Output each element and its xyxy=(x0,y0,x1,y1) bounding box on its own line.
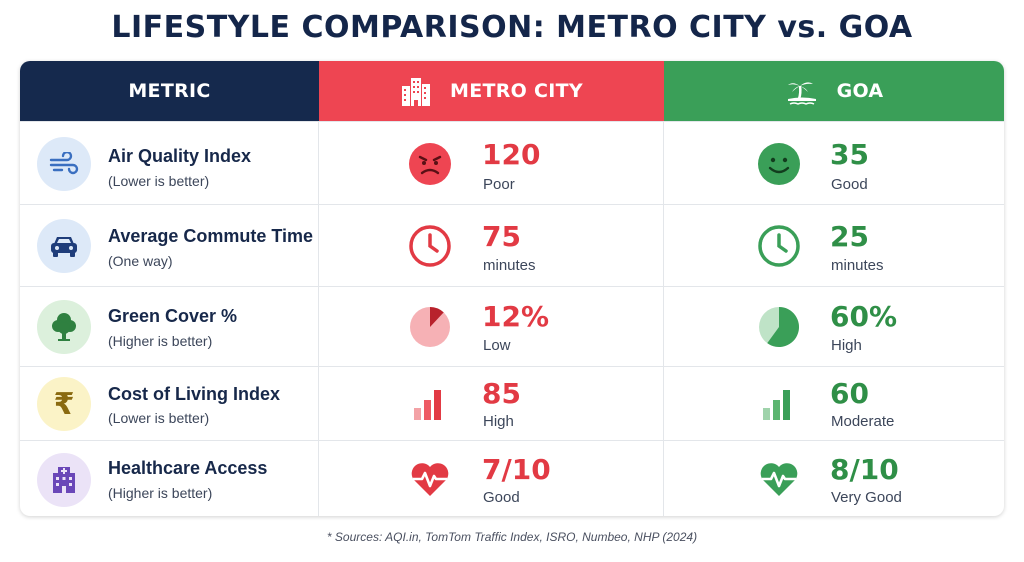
metro-value-cell: 7/10 Good xyxy=(319,441,664,516)
pie-icon xyxy=(756,304,802,350)
metro-label: Low xyxy=(483,337,511,354)
sources-note: * Sources: AQI.in, TomTom Traffic Index,… xyxy=(326,530,698,544)
metro-value-cell: 75 minutes xyxy=(319,205,664,286)
clock-icon xyxy=(756,223,802,269)
metro-label: Poor xyxy=(483,176,515,193)
goa-value-cell: 35 Good xyxy=(664,122,1004,204)
goa-label: Good xyxy=(831,176,868,193)
bar-chart-icon xyxy=(756,381,802,427)
metric-note: (Higher is better) xyxy=(108,333,213,349)
metro-value: 85 xyxy=(482,377,521,410)
metric-note: (Lower is better) xyxy=(108,173,210,189)
metric-name: Green Cover % xyxy=(108,306,238,326)
bar-chart-icon xyxy=(407,381,453,427)
header-goa-label: GOA xyxy=(836,80,884,102)
tree-icon xyxy=(37,300,91,354)
comparison-table: METRIC METRO CITY xyxy=(20,61,1004,516)
goa-label: High xyxy=(831,337,862,354)
buildings-icon xyxy=(402,78,430,106)
page-title: LIFESTYLE COMPARISON: METRO CITY vs. GOA xyxy=(111,10,913,45)
header-metric: METRIC xyxy=(20,61,319,121)
hospital-icon xyxy=(37,453,91,507)
pie-slice xyxy=(767,307,799,347)
metro-value: 75 xyxy=(482,220,521,253)
goa-label: Very Good xyxy=(831,489,902,506)
metro-label: High xyxy=(483,413,514,430)
smiley-face-icon xyxy=(756,141,802,187)
metro-label: minutes xyxy=(483,257,536,274)
rupee-icon: ₹ xyxy=(37,377,91,431)
metric-name: Average Commute Time xyxy=(108,226,314,246)
angry-face-icon xyxy=(407,141,453,187)
goa-value: 60% xyxy=(830,300,898,333)
metric-note: (Lower is better) xyxy=(108,410,210,426)
header-metric-label: METRIC xyxy=(128,80,211,102)
goa-value-cell: 8/10 Very Good xyxy=(664,441,1004,516)
metro-value-cell: 120 Poor xyxy=(319,122,664,204)
goa-value-cell: 60 Moderate xyxy=(664,367,1004,440)
metric-cell: Green Cover % (Higher is better) xyxy=(20,287,319,366)
goa-label: minutes xyxy=(831,257,884,274)
wind-icon xyxy=(37,137,91,191)
metro-value-cell: 12% Low xyxy=(319,287,664,366)
table-header: METRIC METRO CITY xyxy=(20,61,1004,121)
clock-icon xyxy=(407,223,453,269)
metric-name: Air Quality Index xyxy=(108,146,252,166)
metro-value-cell: 85 High xyxy=(319,367,664,440)
metric-cell: Average Commute Time (One way) xyxy=(20,205,319,286)
metro-value: 120 xyxy=(482,138,541,171)
goa-value: 60 xyxy=(830,377,869,410)
car-icon xyxy=(37,219,91,273)
table-row: Average Commute Time (One way) 75 minute… xyxy=(20,204,1004,286)
pie-slice xyxy=(430,307,444,327)
metric-note: (One way) xyxy=(108,253,173,269)
goa-label: Moderate xyxy=(831,413,895,430)
goa-value: 25 xyxy=(830,220,869,253)
metric-name: Cost of Living Index xyxy=(108,384,281,404)
header-goa: GOA xyxy=(664,61,1004,121)
header-metro-city: METRO CITY xyxy=(319,61,664,121)
goa-value-cell: 60% High xyxy=(664,287,1004,366)
metric-cell: Air Quality Index (Lower is better) xyxy=(20,122,319,204)
table-row: ₹ Cost of Living Index (Lower is better)… xyxy=(20,366,1004,440)
pie-icon xyxy=(407,304,453,350)
heartbeat-icon xyxy=(407,456,453,502)
goa-value-cell: 25 minutes xyxy=(664,205,1004,286)
metric-note: (Higher is better) xyxy=(108,485,213,501)
metric-cell: Healthcare Access (Higher is better) xyxy=(20,441,319,516)
metric-name: Healthcare Access xyxy=(108,458,268,478)
palm-beach-icon xyxy=(787,82,816,105)
table-row: Healthcare Access (Higher is better) 7/1… xyxy=(20,440,1004,516)
metro-label: Good xyxy=(483,489,520,506)
header-metro-label: METRO CITY xyxy=(450,80,583,102)
metro-value: 12% xyxy=(482,300,550,333)
table-row: Air Quality Index (Lower is better) 120 … xyxy=(20,121,1004,204)
goa-value: 35 xyxy=(830,138,869,171)
metro-value: 7/10 xyxy=(482,453,551,486)
heartbeat-icon xyxy=(756,456,802,502)
goa-value: 8/10 xyxy=(830,453,899,486)
table-row: Green Cover % (Higher is better) 12% Low… xyxy=(20,286,1004,366)
metric-cell: ₹ Cost of Living Index (Lower is better) xyxy=(20,367,319,440)
